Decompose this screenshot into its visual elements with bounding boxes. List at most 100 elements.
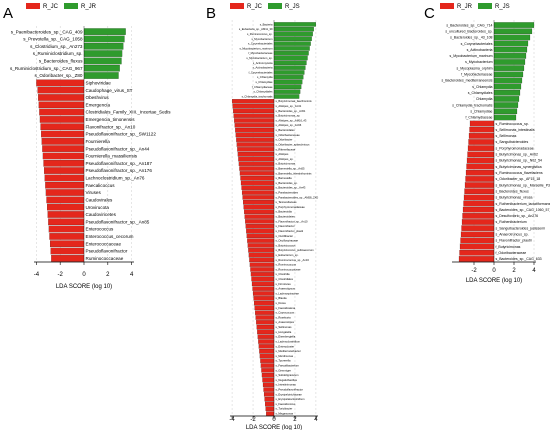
bar-label: Emergencia [86,102,111,107]
lda-bar [83,64,120,72]
lda-bar [466,163,495,170]
lda-bar [273,41,311,46]
lda-bar [493,65,525,71]
lda-bar [248,252,275,258]
lda-bar [240,175,275,181]
lda-bar [467,151,495,158]
tick-label: 2 [512,268,516,274]
bar-label: s_Desulfovibrio_sp._An276 [496,214,539,218]
lda-bar [273,79,303,85]
lda-bar [233,113,275,118]
lda-bar [464,182,495,188]
bar-label: s_Bacteroides_sp._An51 [276,109,306,113]
lda-bar [461,225,495,231]
bar-label: s_Megamonas [276,412,294,416]
bar-label: s_Actinomycetia [253,61,273,65]
bar-label: Urovirucota [86,205,110,210]
lda-bar [238,161,275,166]
bar-label: s_Flavonifractor [276,224,295,228]
bar-label: s_Clostridiales [276,277,294,281]
lda-bar [233,108,275,114]
bar-label: s_Bacteroides_sp._43_108 [450,36,492,40]
legend-swatch [230,3,244,9]
bar-label: f_Corynebacteriales [248,70,273,74]
lda-bar [83,28,126,35]
lda-bar [262,377,275,383]
lda-bar [236,137,275,142]
bar-label: s_uncultured_Bacteroides_sp. [445,29,492,33]
lda-bar [42,145,85,152]
lda-bar [245,219,275,224]
tick-label: -2 [58,272,64,278]
lda-bar [462,213,495,219]
bar-label: s_Bacteroidales [276,128,296,132]
lda-bar [458,256,495,262]
lda-bar [256,320,275,325]
lda-bar [50,247,85,255]
bar-label: s_Eubacteria_sp._AM11_39 [239,27,273,31]
lda-bar [259,353,275,359]
lda-bar [273,31,313,37]
lda-bar [41,130,85,138]
lda-bar [83,72,119,79]
lda-bar [251,276,275,282]
lda-bar [263,392,275,397]
bar-label: s_Alistipes_sp._An66 [276,123,302,127]
bar-label: s_Chlamydiae [255,80,273,84]
bar-label: s_Oscillospiraceae [276,239,299,243]
lda-bar [243,204,275,210]
lda-bar [257,334,275,339]
lda-bar [493,22,535,28]
bar-label: Siphoviridae [86,80,112,85]
bar-label: s_Barnesiella_sp._An55 [276,166,305,170]
lda-bar [273,46,310,51]
bar-label: s_Firmicutes [276,282,292,286]
bar-label: f_Mycobacteriaceae [248,51,273,55]
bar-label: s_Erysipelatoclostridium [276,397,306,401]
legend-label: R_JR [457,4,473,10]
bar-label: s_Sanguibacteroides [496,140,529,144]
bar-label: s_Chlamydia_trachomatis [452,103,493,107]
lda-bar [460,237,495,244]
lda-bar [239,166,275,171]
lda-bar [235,132,275,138]
bar-label: s_Butyricimonas_virosa [496,196,533,200]
bar-label: s_Roseburia [276,315,292,319]
bar-label: s_Odoribacteraceae [276,133,301,137]
lda-bar [493,77,523,84]
lda-bar [252,286,275,291]
bar-label: s_Faecalicatena [276,306,296,310]
bar-label: s_Porphyromonadaceae [276,205,306,209]
bar-label: Pseudoflavonifractor_sp._An44 [86,146,150,151]
bar-label: Emergencia_timonensis [86,117,136,122]
lda-bar [273,94,300,99]
bar-label: s_Chlamydia [257,75,273,79]
bar-label: s_Anaerotruncus_sp. [496,233,529,237]
lda-bar [462,206,495,213]
lda-bar [48,218,85,226]
legend-swatch [64,3,78,9]
bar-label: s_Enterocloster [276,344,295,348]
bar-label: s_Bacteroidetes [276,215,296,219]
lda-bar [493,59,526,65]
bar-label: s_Bacteroides_sp. [276,181,298,185]
lda-bar [273,27,314,32]
bar-label: s_Alistipes_sp._An31 [276,104,302,108]
bar-label: Enterococcus_cecorum [86,234,134,239]
bar-label: s_Mycobacterium_marinum [450,54,493,58]
bar-label: s_Rikenellaceae [276,147,296,151]
bar-label: s_Anaerotignum [276,287,296,291]
bar-label: s_Chlamydiales [254,90,274,94]
bar-label: s_Clostridia [276,272,291,276]
lda-bar [493,28,533,35]
bar-label: s_Butyricicoccus [276,243,297,247]
lda-bar [273,75,304,80]
bar-label: s_Ruminiclostridium_sp. [33,51,83,56]
lda-bar [51,255,85,262]
lda-bar [459,243,495,250]
lda-bar [49,233,85,240]
legend-swatch [478,3,492,9]
tick-label: 2 [293,417,297,423]
bar-label: f_Odoribacteraceae [495,251,526,255]
bar-label: s_Actinobacteria [467,48,493,52]
